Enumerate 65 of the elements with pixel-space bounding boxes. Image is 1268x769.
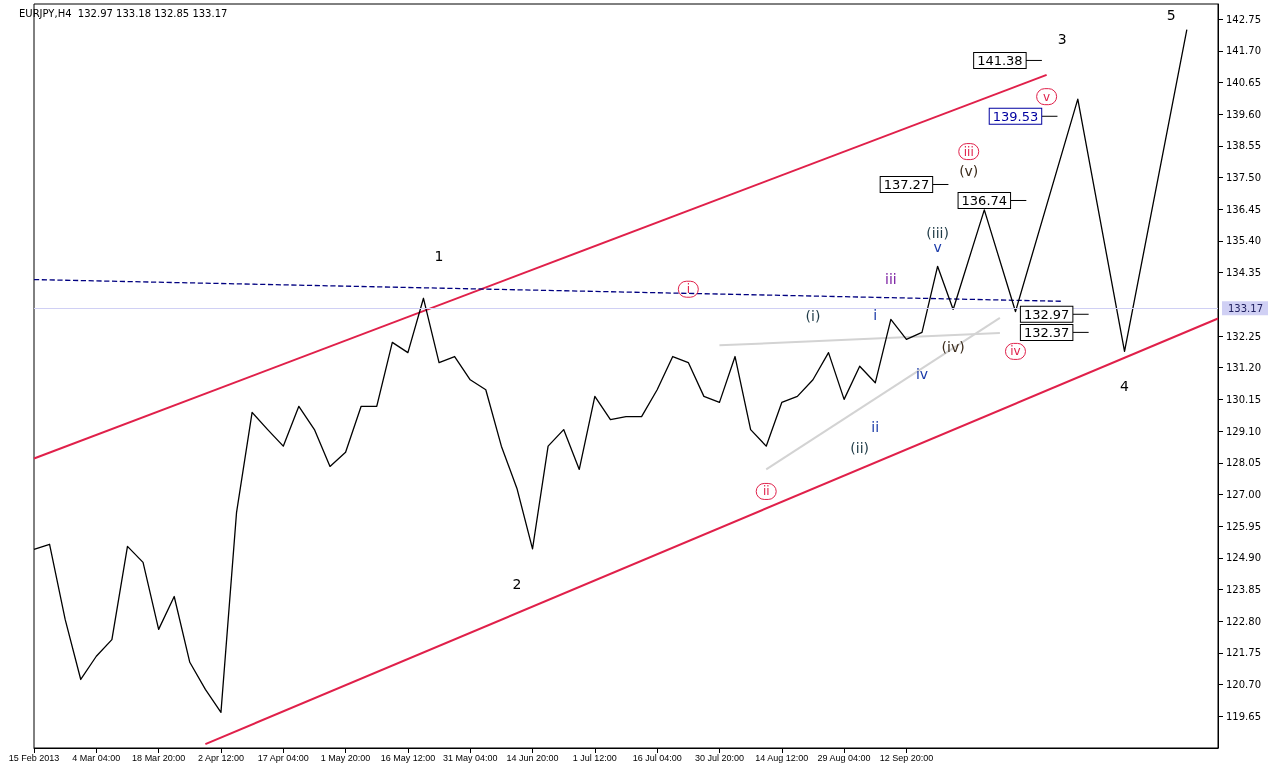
y-tick-label: 138.55 bbox=[1226, 140, 1261, 152]
x-tick-label: 1 May 20:00 bbox=[320, 752, 371, 763]
y-tick-label: 128.05 bbox=[1226, 457, 1261, 469]
annotation: (i) bbox=[805, 308, 821, 325]
y-tick-label: 134.35 bbox=[1226, 267, 1261, 279]
x-tick-label: 14 Aug 12:00 bbox=[755, 752, 809, 763]
annotation: ii bbox=[762, 484, 770, 499]
annotation: v bbox=[933, 238, 942, 255]
x-tick-label: 4 Mar 04:00 bbox=[72, 752, 121, 763]
annotation: iv bbox=[915, 365, 929, 382]
annotation: iii bbox=[885, 270, 897, 287]
y-tick-label: 120.70 bbox=[1226, 679, 1261, 691]
y-tick-label: 140.65 bbox=[1226, 76, 1261, 88]
y-tick-label: 119.65 bbox=[1226, 710, 1261, 722]
annotation: (iv) bbox=[941, 339, 965, 356]
x-tick-label: 30 Jul 20:00 bbox=[694, 752, 744, 763]
annotation: (ii) bbox=[850, 439, 870, 456]
y-tick-label: 129.10 bbox=[1226, 425, 1261, 437]
y-tick-label: 121.75 bbox=[1226, 647, 1261, 659]
x-tick-label: 12 Sep 20:00 bbox=[879, 752, 934, 763]
y-tick-label: 124.90 bbox=[1226, 552, 1261, 564]
x-tick-label: 31 May 04:00 bbox=[442, 752, 498, 763]
annotation: 2 bbox=[512, 575, 522, 592]
x-tick-label: 29 Aug 04:00 bbox=[817, 752, 871, 763]
annotation: v bbox=[1043, 89, 1051, 104]
annotation: 137.27 bbox=[883, 176, 930, 192]
annotation: iii bbox=[963, 144, 974, 159]
y-tick-label: 135.40 bbox=[1226, 235, 1261, 247]
y-tick-label: 131.20 bbox=[1226, 362, 1261, 374]
annotation: 4 bbox=[1120, 377, 1130, 394]
annotation: iv bbox=[1010, 344, 1021, 359]
y-tick-label: 142.75 bbox=[1226, 13, 1261, 25]
y-tick-label: 139.60 bbox=[1226, 108, 1261, 120]
annotation: i bbox=[873, 306, 878, 323]
x-tick-label: 2 Apr 12:00 bbox=[197, 752, 244, 763]
x-tick-label: 18 Mar 20:00 bbox=[132, 752, 186, 763]
y-tick-label: 123.85 bbox=[1226, 584, 1261, 596]
y-tick-label: 137.50 bbox=[1226, 172, 1261, 184]
annotation: 132.97 bbox=[1023, 306, 1070, 322]
annotation: 141.38 bbox=[977, 52, 1023, 68]
annotation: 1 bbox=[434, 248, 444, 265]
y-tick-label: 132.25 bbox=[1226, 330, 1261, 342]
y-tick-label: 122.80 bbox=[1226, 615, 1261, 627]
y-tick-label: 125.95 bbox=[1226, 520, 1261, 532]
x-tick-label: 16 Jul 04:00 bbox=[632, 752, 682, 763]
y-tick-label: 141.70 bbox=[1226, 45, 1261, 57]
y-tick-label: 136.45 bbox=[1226, 203, 1261, 215]
annotation: (iii) bbox=[926, 224, 949, 241]
ref-line-label: 133.17 bbox=[1228, 302, 1263, 314]
chart-title: EURJPY,H4 132.97 133.18 132.85 133.17 bbox=[19, 7, 228, 19]
x-tick-label: 16 May 12:00 bbox=[380, 752, 436, 763]
annotation: 136.74 bbox=[961, 192, 1008, 208]
annotation: i bbox=[686, 282, 690, 297]
annotation: ii bbox=[871, 418, 880, 435]
x-tick-label: 15 Feb 2013 bbox=[8, 752, 60, 763]
annotation: (v) bbox=[959, 162, 979, 179]
annotation: 3 bbox=[1057, 30, 1067, 47]
x-tick-label: 17 Apr 04:00 bbox=[257, 752, 309, 763]
y-tick-label: 127.00 bbox=[1226, 488, 1261, 500]
x-tick-label: 14 Jun 20:00 bbox=[506, 752, 559, 763]
x-tick-label: 1 Jul 12:00 bbox=[572, 752, 617, 763]
y-tick-label: 130.15 bbox=[1226, 393, 1261, 405]
annotation: 5 bbox=[1166, 6, 1176, 23]
annotation: 132.37 bbox=[1023, 324, 1070, 340]
annotation: 139.53 bbox=[992, 108, 1039, 124]
